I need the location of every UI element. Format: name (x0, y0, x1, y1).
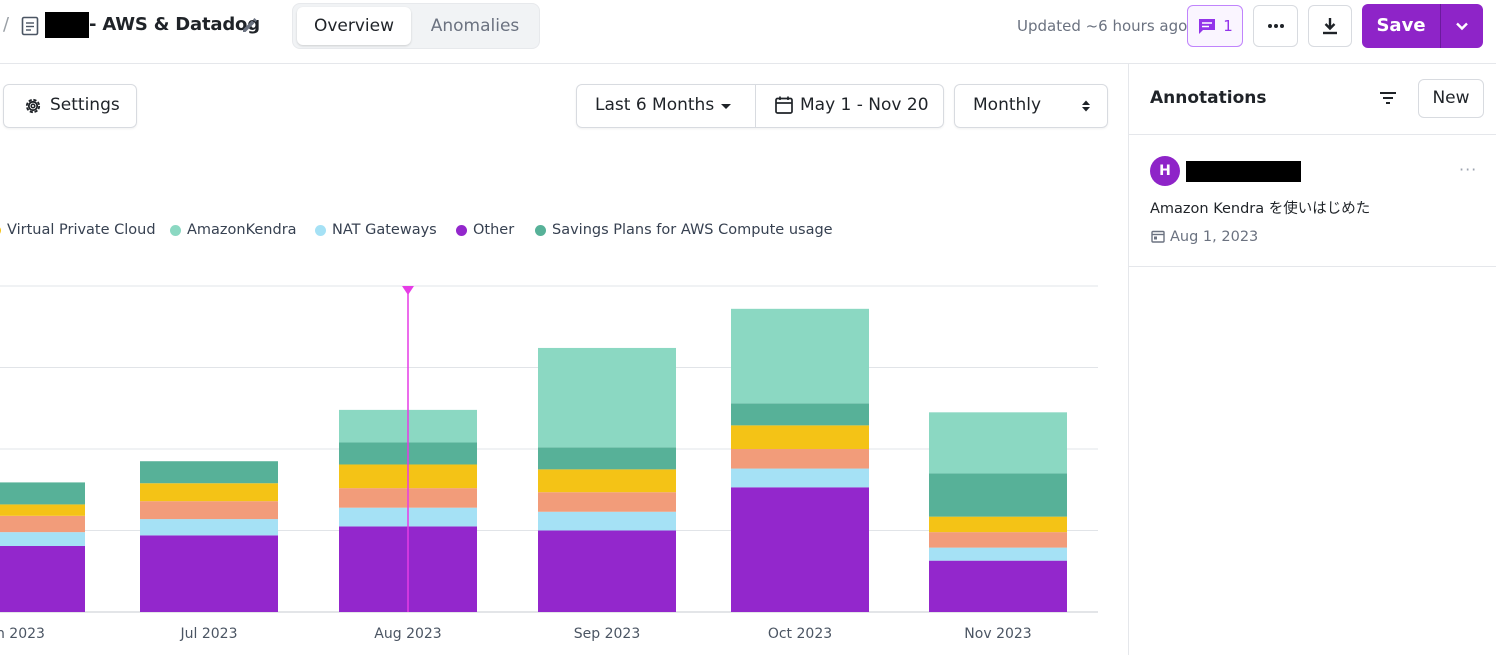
legend-label: Virtual Private Cloud (7, 222, 156, 238)
legend-swatch (170, 224, 181, 236)
x-tick-label: Nov 2023 (964, 626, 1031, 642)
bar-segment[interactable] (0, 482, 85, 505)
stacked-bar-chart: un 2023 Jul 2023 Aug 2023 Sep 2023 Oct 2023 N… (0, 285, 1098, 642)
bar-segment[interactable] (140, 483, 278, 502)
legend-swatch (456, 224, 467, 236)
comment-count: 1 (1223, 17, 1233, 35)
comments-button[interactable]: 1 (1187, 5, 1243, 47)
breadcrumb-separator: / (3, 14, 10, 35)
bar-segment[interactable] (140, 461, 278, 484)
annotations-title: Annotations (1150, 88, 1267, 108)
tab-overview[interactable]: Overview (297, 7, 411, 45)
legend-item[interactable]: NAT Gateways (315, 222, 437, 238)
annotation-more-button[interactable]: ··· (1459, 160, 1478, 179)
bar-segment[interactable] (538, 530, 676, 613)
comment-icon (1199, 19, 1216, 34)
redacted-title-prefix (45, 12, 89, 38)
bar-segment[interactable] (140, 535, 278, 612)
new-annotation-button[interactable]: New (1418, 79, 1484, 118)
bar-segment[interactable] (538, 492, 676, 512)
bar-segment[interactable] (538, 347, 676, 448)
bar-segment[interactable] (140, 501, 278, 520)
annotation-date: Aug 1, 2023 (1170, 229, 1259, 245)
legend-item[interactable]: Virtual Private Cloud (0, 222, 156, 238)
legend-item[interactable]: AmazonKendra (170, 222, 297, 238)
bar-segment[interactable] (929, 560, 1067, 612)
granularity-label: Monthly (973, 95, 1042, 115)
annotations-panel: Annotations New H ··· Amazon Kendra を使いは… (1128, 64, 1496, 655)
bar-segment[interactable] (929, 412, 1067, 474)
settings-button[interactable]: Settings (3, 84, 137, 128)
annotation-marker-icon[interactable] (402, 286, 414, 295)
x-tick-label: Sep 2023 (574, 626, 640, 642)
divider (1129, 266, 1496, 267)
range-preset-dropdown[interactable]: Last 6 Months (577, 85, 756, 127)
view-tabs: Overview Anomalies (292, 3, 540, 49)
calendar-icon (775, 96, 793, 114)
settings-label: Settings (50, 95, 120, 115)
redacted-author-name (1186, 161, 1301, 182)
legend-item[interactable]: Savings Plans for AWS Compute usage (535, 222, 833, 238)
more-options-button[interactable] (1253, 5, 1298, 47)
legend-swatch (315, 224, 326, 236)
legend-label: Savings Plans for AWS Compute usage (552, 222, 833, 238)
gear-icon (25, 98, 41, 114)
x-tick-label: Oct 2023 (768, 626, 832, 642)
bar-segment[interactable] (731, 449, 869, 469)
bar-segment[interactable] (0, 515, 85, 533)
bar-segment[interactable] (929, 473, 1067, 517)
date-range-group: Last 6 Months May 1 - Nov 20 (576, 84, 944, 128)
x-tick-label: Aug 2023 (374, 626, 441, 642)
report-title[interactable]: - AWS & Datadog (89, 14, 260, 35)
calendar-small-icon (1151, 230, 1165, 243)
save-split-button: Save (1362, 4, 1483, 48)
top-bar: / - AWS & Datadog Overview Anomalies Upd… (0, 0, 1496, 64)
bar-segment[interactable] (929, 547, 1067, 561)
range-preset-label: Last 6 Months (595, 95, 715, 115)
bar-segment[interactable] (731, 487, 869, 612)
bar-segment[interactable] (731, 403, 869, 426)
download-button[interactable] (1308, 5, 1352, 47)
legend-label: AmazonKendra (187, 222, 297, 238)
bar-segment[interactable] (731, 308, 869, 404)
caret-down-icon (721, 104, 731, 109)
bar-segment[interactable] (0, 504, 85, 516)
save-button[interactable]: Save (1376, 15, 1426, 36)
bar-segment[interactable] (929, 516, 1067, 533)
bar-segment[interactable] (0, 532, 85, 546)
chevron-down-icon (1456, 22, 1468, 31)
legend-swatch (0, 224, 1, 236)
bar-segment[interactable] (929, 532, 1067, 548)
bar-segment[interactable] (140, 519, 278, 536)
bar-segment[interactable] (731, 425, 869, 449)
tab-anomalies[interactable]: Anomalies (430, 16, 520, 36)
granularity-select[interactable]: Monthly (954, 84, 1108, 128)
avatar: H (1150, 156, 1180, 186)
annotation-text: Amazon Kendra を使いはじめた (1150, 201, 1371, 217)
ellipsis-icon (1267, 24, 1284, 28)
legend-label: NAT Gateways (332, 222, 437, 238)
date-range-picker[interactable]: May 1 - Nov 20 (800, 95, 929, 115)
x-tick-label: Jul 2023 (180, 626, 238, 642)
filter-icon[interactable] (1378, 88, 1398, 108)
bar-segment[interactable] (731, 468, 869, 488)
save-dropdown-button[interactable] (1441, 4, 1483, 48)
edit-pencil-icon[interactable] (240, 15, 260, 35)
x-tick-label: un 2023 (0, 626, 45, 642)
bar-segment[interactable] (0, 545, 85, 612)
divider (1129, 134, 1496, 135)
bar-segment[interactable] (538, 447, 676, 470)
save-divider (1440, 4, 1441, 48)
updated-timestamp: Updated ~6 hours ago (1017, 17, 1188, 35)
bar-segment[interactable] (538, 511, 676, 531)
updown-arrows-icon (1082, 100, 1090, 112)
bar-segment[interactable] (538, 469, 676, 493)
download-icon (1323, 18, 1337, 35)
legend-item[interactable]: Other (456, 222, 514, 238)
document-icon (21, 16, 39, 36)
legend-label: Other (473, 222, 515, 238)
legend-swatch (535, 224, 546, 236)
